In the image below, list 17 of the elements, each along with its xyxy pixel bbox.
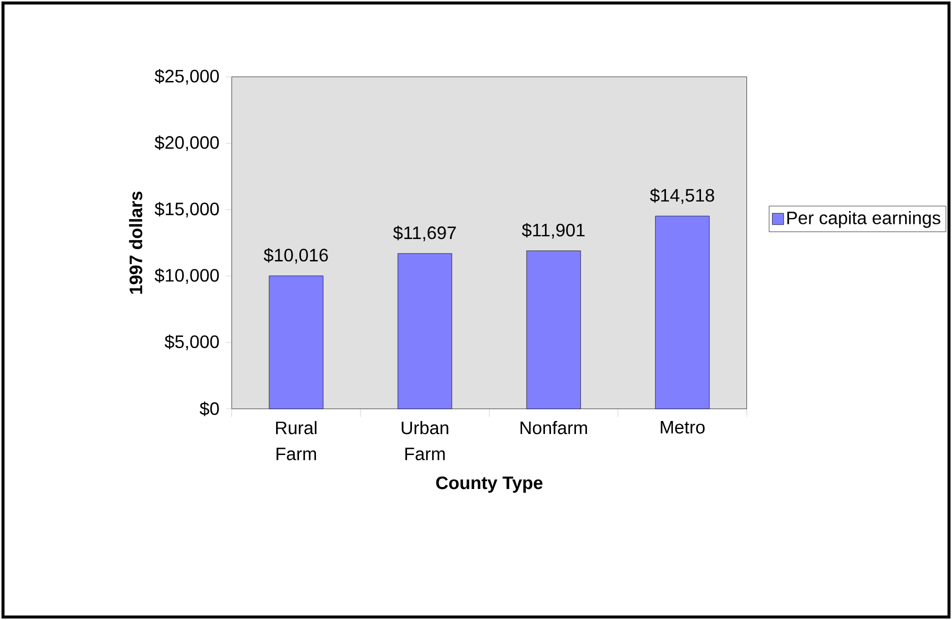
- y-tick-label: $0: [200, 402, 219, 416]
- y-tick-label: $10,000: [154, 268, 219, 284]
- data-label: $10,016: [264, 248, 328, 264]
- y-axis-title: 1997 dollars: [129, 192, 142, 294]
- y-tick-label: $20,000: [154, 135, 219, 152]
- x-tick-label: Nonfarm: [520, 421, 587, 434]
- data-label: $11,901: [522, 222, 585, 239]
- x-axis-title: County Type: [436, 476, 542, 493]
- y-tick-label: $15,000: [154, 202, 219, 218]
- x-tick-label: Urban Farm: [402, 421, 448, 460]
- y-tick-label: $5,000: [164, 334, 219, 350]
- x-tick-label: Rural Farm: [276, 421, 316, 460]
- x-tick-label: Metro: [660, 421, 705, 434]
- data-label: $14,518: [650, 188, 714, 204]
- legend-label: Per capita earnings: [787, 211, 940, 228]
- y-tick-label: $25,000: [154, 69, 219, 85]
- data-label: $11,697: [393, 226, 456, 242]
